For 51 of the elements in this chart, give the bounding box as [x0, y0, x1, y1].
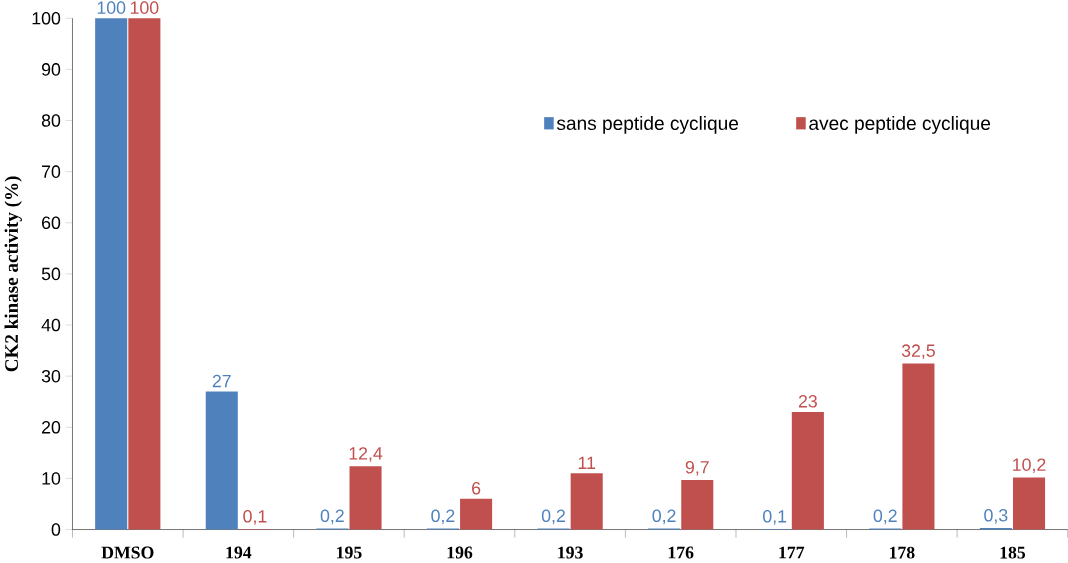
bar — [460, 498, 493, 530]
data-label: 0,2 — [541, 509, 565, 525]
bar — [349, 466, 382, 530]
y-tick-label: 50 — [41, 267, 61, 281]
bar — [791, 411, 824, 530]
y-tick-label: 10 — [42, 472, 61, 485]
x-tick-label: 177 — [779, 546, 805, 559]
y-tick-label: 70 — [42, 165, 61, 178]
data-label: 27 — [212, 374, 231, 388]
y-tick-label: 90 — [41, 63, 61, 76]
data-label: 100 — [97, 1, 126, 14]
data-label: 0,2 — [873, 509, 897, 525]
y-tick-label: 60 — [42, 216, 61, 229]
data-label: 100 — [130, 1, 159, 14]
legend-label: sans peptide cyclique — [556, 115, 739, 134]
x-tick-label: 195 — [337, 546, 362, 559]
y-tick-label: 80 — [41, 114, 61, 127]
x-tick-label: DMSO — [101, 546, 154, 559]
data-label: 11 — [578, 456, 596, 469]
y-axis-title: CK2 kinase activity (%) — [4, 176, 22, 372]
x-tick-label: 176 — [668, 546, 694, 559]
data-label: 6 — [472, 481, 481, 495]
x-tick-label: 194 — [226, 546, 252, 559]
x-tick-label: 193 — [558, 546, 583, 559]
y-tick-label: 0 — [51, 523, 61, 536]
bar — [128, 18, 161, 530]
data-label: 0,1 — [763, 509, 787, 525]
y-tick-label: 20 — [42, 420, 61, 434]
data-label: 10,2 — [1013, 458, 1046, 473]
x-tick-label: 185 — [1000, 546, 1026, 559]
data-label: 0,2 — [431, 509, 455, 525]
y-tick-label: 30 — [41, 369, 61, 383]
data-label: 0,2 — [320, 509, 344, 525]
x-tick-label: 178 — [889, 546, 915, 559]
data-label: 23 — [798, 394, 817, 408]
bar — [570, 473, 603, 530]
bar — [681, 479, 714, 530]
data-label: 12,4 — [349, 447, 383, 462]
y-tick-label: 40 — [41, 318, 61, 332]
data-label: 32,5 — [901, 344, 935, 359]
data-label: 0,1 — [243, 509, 267, 525]
bar — [205, 391, 238, 530]
data-label: 0,3 — [984, 508, 1008, 524]
bar — [902, 363, 935, 530]
legend-label: avec peptide cyclique — [809, 115, 991, 134]
bar — [95, 18, 128, 530]
bar — [1012, 477, 1046, 530]
data-label: 9,7 — [685, 460, 709, 476]
y-tick-label: 100 — [32, 11, 61, 25]
x-tick-label: 196 — [447, 546, 473, 559]
data-label: 0,2 — [652, 509, 676, 525]
